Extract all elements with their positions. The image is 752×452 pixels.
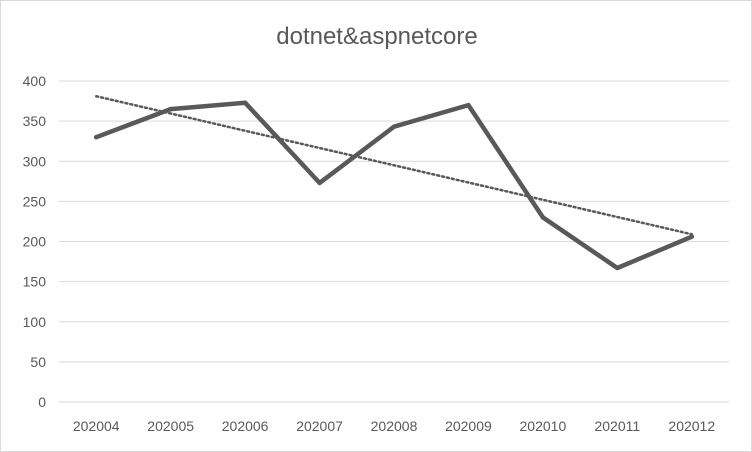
trendline [94, 94, 694, 236]
data-point [317, 180, 322, 186]
series-layer [93, 100, 695, 271]
y-tick-label: 350 [23, 113, 47, 129]
y-tick-label: 0 [38, 394, 46, 410]
data-point [615, 265, 620, 271]
x-tick-label: 202009 [445, 418, 492, 434]
data-point [242, 100, 248, 105]
chart-title: dotnet&aspnetcore [276, 23, 477, 50]
data-point [94, 134, 99, 140]
x-tick-label: 202008 [371, 418, 418, 434]
data-point [689, 234, 694, 239]
x-tick-label: 202007 [296, 418, 343, 434]
x-tick-label: 202012 [668, 418, 715, 434]
x-tick-label: 202010 [520, 418, 567, 434]
x-tick-label: 202005 [147, 418, 194, 434]
data-point [168, 106, 173, 112]
y-tick-label: 100 [23, 314, 47, 330]
trendline-layer [94, 94, 694, 236]
gridlines [59, 80, 729, 403]
data-point [540, 215, 546, 220]
x-tick-label: 202006 [222, 418, 269, 434]
y-tick-label: 200 [23, 234, 47, 250]
x-axis-ticks: 202004 202005 202006 202007 202008 202009 2020… [73, 418, 715, 434]
y-tick-label: 150 [23, 274, 47, 290]
x-tick-label: 202011 [594, 418, 640, 434]
data-point [391, 124, 397, 129]
x-tick-label: 202004 [73, 418, 120, 434]
y-tick-label: 400 [23, 73, 47, 89]
y-tick-label: 250 [23, 193, 47, 209]
data-point [466, 102, 471, 108]
y-axis-ticks: 0 50 100 150 200 250 300 350 400 [23, 73, 47, 410]
y-tick-label: 50 [30, 354, 46, 370]
y-tick-label: 300 [23, 153, 47, 169]
